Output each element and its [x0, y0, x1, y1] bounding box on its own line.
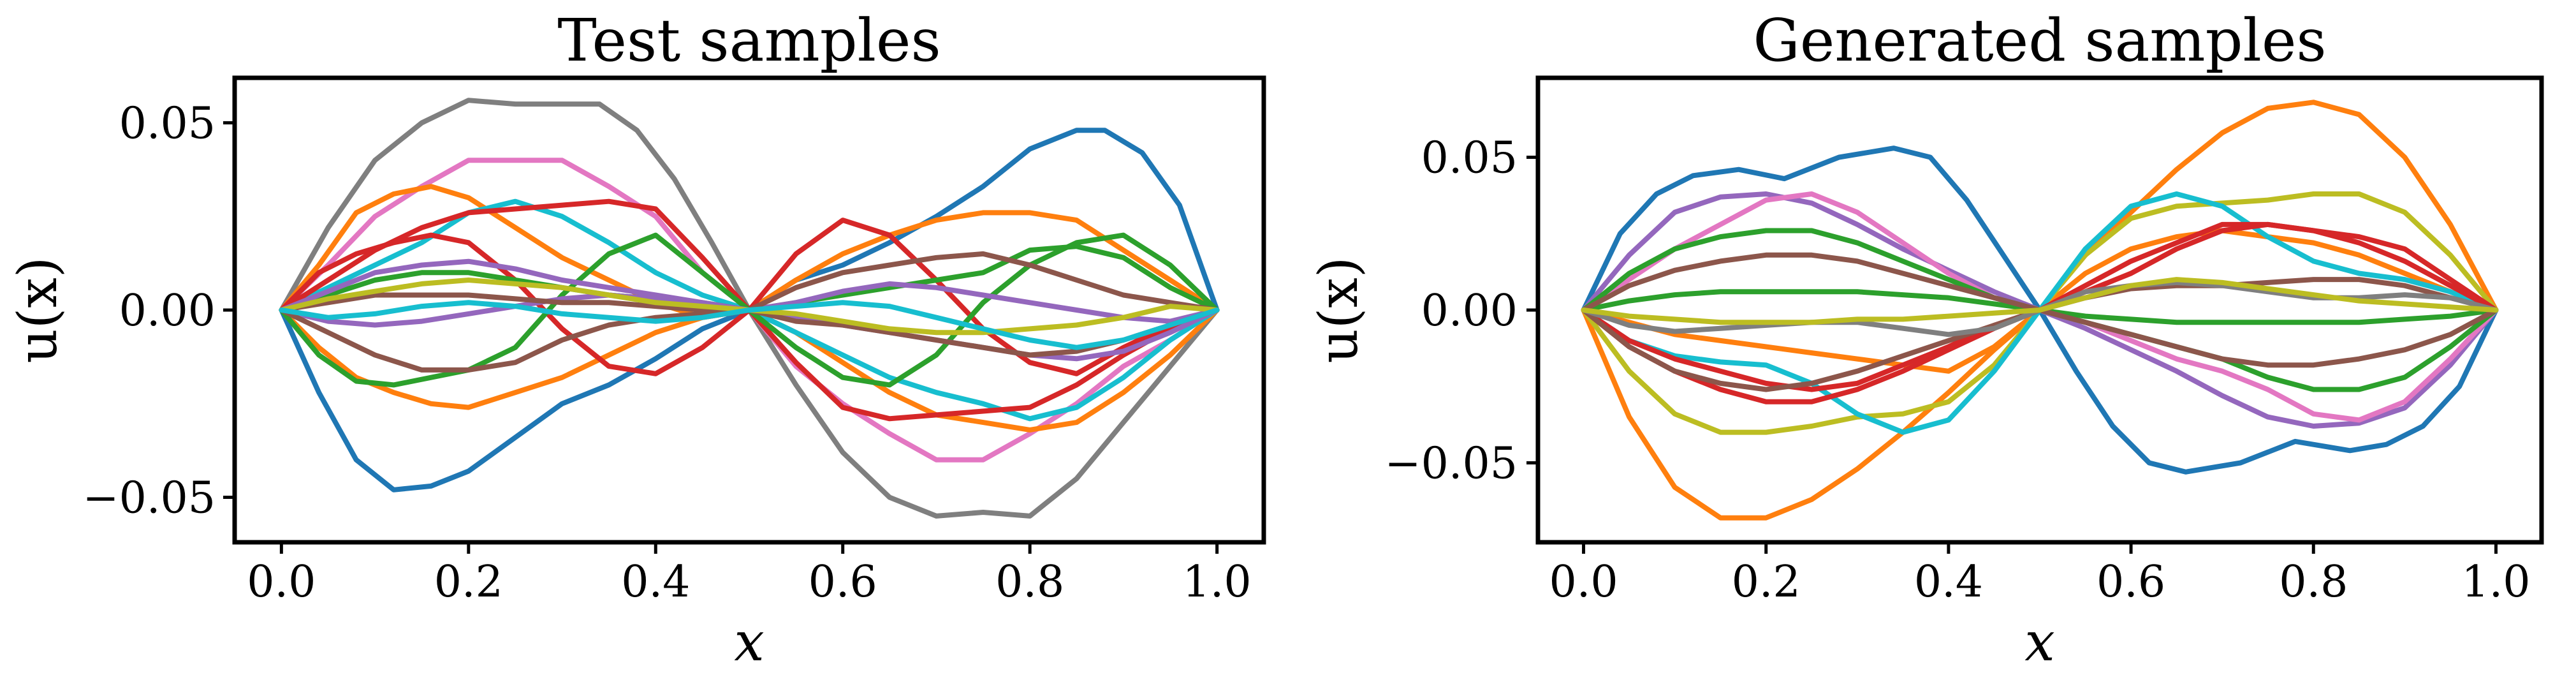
x-tick-label: 0.2	[1732, 557, 1801, 607]
x-tick-label: 1.0	[2461, 557, 2530, 607]
x-axis-label: x	[734, 611, 764, 673]
y-tick-label: 0.05	[119, 98, 216, 149]
x-tick-label: 1.0	[1183, 557, 1252, 607]
series-line-2	[279, 98, 1220, 519]
generated-samples-panel: Generated samples 0.0 0.2 0.4 0.6 0.8 1.0 −0.05…	[1307, 6, 2544, 673]
series-line-16	[279, 300, 1220, 350]
y-tick-label: −0.05	[1385, 438, 1518, 489]
y-tick-label: −0.05	[83, 473, 216, 524]
y-tick-label: 0.05	[1421, 133, 1518, 184]
series-line-4	[279, 184, 1220, 320]
x-axis-label: x	[2024, 611, 2054, 673]
y-tick-label: 0.00	[119, 286, 216, 336]
x-tick-label: 0.2	[434, 557, 503, 607]
y-tick-label: 0.00	[1421, 286, 1518, 336]
x-tick-label: 0.0	[247, 557, 316, 607]
x-tick-label: 0.0	[1549, 557, 1618, 607]
x-tick-label: 0.6	[2097, 557, 2165, 607]
test-samples-panel: Test samples 0.0 0.2 0.4 0.6 0.8 1.0 −0.05 0.00 0…	[6, 6, 1266, 673]
series-line-8	[279, 218, 1220, 376]
x-tick-label: 0.4	[621, 557, 690, 607]
y-axis-label: u(x)	[6, 256, 69, 363]
x-tick-label: 0.6	[809, 557, 877, 607]
x-tick-label: 0.8	[995, 557, 1064, 607]
series-line-9	[279, 232, 1220, 388]
series-group	[1581, 100, 2499, 521]
series-line-7	[1581, 191, 2499, 435]
series-line-15	[1581, 277, 2499, 325]
y-axis-label: u(x)	[1307, 256, 1370, 363]
chart-title: Test samples	[557, 6, 940, 75]
chart-title: Generated samples	[1753, 6, 2326, 75]
series-group	[279, 98, 1220, 519]
x-tick-label: 0.8	[2279, 557, 2348, 607]
x-tick-label: 0.4	[1914, 557, 1983, 607]
